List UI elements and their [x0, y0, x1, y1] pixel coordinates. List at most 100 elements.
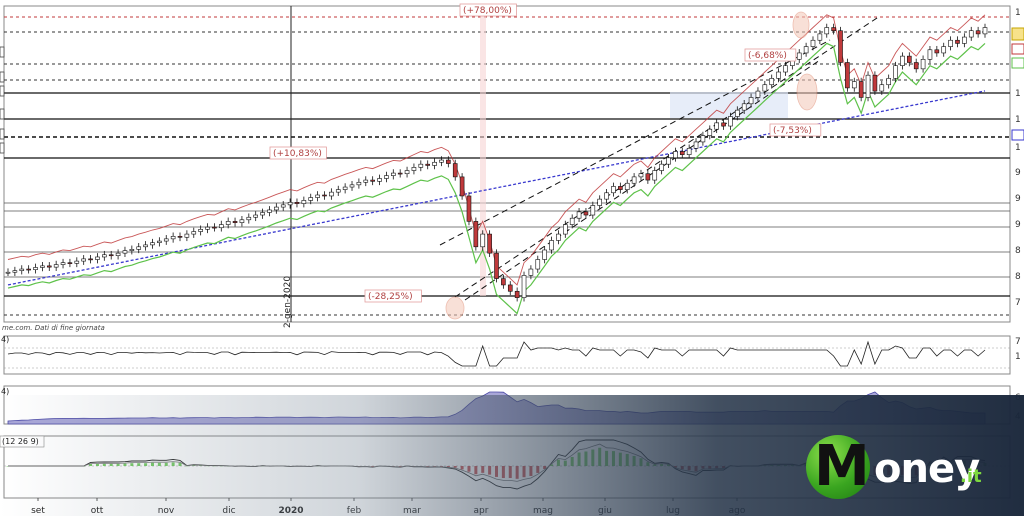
left-tick-box	[0, 46, 5, 58]
x-tick-label: ago	[729, 506, 746, 516]
annotation-label: (-7,53%)	[773, 126, 812, 136]
candle-body	[363, 179, 369, 183]
macd-histogram-bar	[130, 463, 134, 466]
macd-histogram-bar	[556, 459, 560, 466]
pullback-marker	[796, 73, 818, 111]
left-tick-box	[0, 71, 5, 83]
candle-body	[356, 181, 362, 186]
candle-body	[762, 84, 768, 92]
macd-histogram-bar	[501, 466, 505, 478]
macd-histogram-bar	[123, 463, 127, 466]
x-tick-label: giu	[598, 506, 612, 516]
date-marker-label: 2-gen-2020	[283, 276, 293, 328]
x-tick-label: apr	[474, 506, 489, 516]
candle-body	[913, 62, 919, 70]
candle-body	[968, 30, 974, 38]
channel-mid	[439, 39, 831, 246]
candle-body	[955, 39, 960, 44]
annotation-label: (+10,83%)	[273, 149, 322, 159]
candle-body	[927, 49, 933, 60]
candle-body	[466, 195, 472, 222]
candle-body	[535, 259, 541, 270]
logo-m-letter: M	[814, 434, 870, 499]
candle-body	[735, 109, 740, 117]
candle-body	[191, 231, 197, 235]
channel-lower	[464, 59, 821, 301]
candle-body	[817, 33, 823, 41]
panel-label: 4)	[1, 387, 9, 396]
candle-body	[81, 258, 86, 262]
candle-body	[783, 65, 788, 73]
candle-body	[700, 135, 706, 143]
money-logo: M oney .it	[800, 432, 990, 502]
left-tick-box	[0, 142, 5, 154]
x-tick-label: set	[31, 506, 45, 516]
y-tick-label: 8	[1015, 246, 1021, 256]
candle-body	[507, 284, 513, 292]
candle-body	[556, 233, 561, 241]
left-tick-box	[0, 108, 5, 120]
candle-body	[528, 268, 534, 276]
candle-body	[377, 178, 382, 182]
x-tick-label: ott	[91, 506, 104, 516]
price-tag-resistance	[1011, 43, 1024, 55]
candle-body	[136, 246, 142, 250]
candle-body	[831, 27, 836, 32]
candle-body	[342, 186, 348, 190]
x-tick-label: nov	[158, 506, 175, 516]
annotation-box	[459, 3, 517, 17]
candle-body	[879, 84, 885, 92]
candle-body	[335, 189, 341, 193]
y-tick-label: 4	[1015, 412, 1021, 422]
y-tick-label: 1	[1015, 8, 1021, 18]
candle-body	[679, 151, 685, 155]
candle-body	[521, 275, 527, 298]
candle-body	[865, 74, 871, 98]
candle-body	[452, 163, 458, 178]
candle-body	[611, 186, 616, 194]
candle-body	[480, 233, 486, 248]
macd-histogram-bar	[178, 462, 182, 466]
macd-histogram-bar	[715, 466, 719, 469]
candle-body	[796, 52, 802, 60]
x-tick-label: mar	[403, 506, 421, 516]
candle-body	[287, 202, 293, 206]
candle-body	[934, 49, 940, 54]
macd-histogram-bar	[157, 462, 161, 466]
candle-body	[459, 176, 465, 197]
candle-body	[638, 173, 644, 178]
y-tick-label: 9	[1015, 168, 1021, 178]
candle-body	[115, 252, 121, 256]
candle-body	[294, 202, 300, 204]
macd-histogram-bar	[508, 466, 512, 478]
channel-upper	[454, 15, 881, 298]
macd-histogram-bar	[460, 466, 464, 470]
x-tick-label: dic	[222, 506, 235, 516]
y-tick-label: 6	[1015, 393, 1021, 403]
candle-body	[225, 221, 231, 225]
candle-body	[604, 192, 609, 200]
macd-histogram-bar	[102, 463, 106, 466]
annotation-box	[744, 48, 797, 62]
macd-histogram-bar	[632, 456, 636, 466]
x-tick-label: feb	[347, 506, 362, 516]
macd-histogram-bar	[164, 462, 168, 466]
y-tick-label: 7	[1015, 337, 1021, 347]
macd-histogram-bar	[646, 462, 650, 466]
candle-body	[728, 116, 733, 127]
annotation-label: (-28,25%)	[368, 292, 413, 302]
macd-histogram-bar	[536, 466, 540, 473]
candle-body	[5, 271, 11, 274]
candle-body	[893, 65, 898, 79]
macd-histogram-bar	[701, 466, 705, 469]
candle-body	[872, 74, 878, 92]
logo-tld: .it	[960, 466, 982, 487]
macd-histogram-bar	[488, 466, 492, 475]
candle-body	[583, 211, 589, 216]
candle-body	[308, 197, 314, 201]
candle-body	[563, 224, 568, 235]
candle-body	[253, 214, 258, 218]
macd-histogram-bar	[474, 466, 478, 475]
candle-body	[170, 236, 176, 240]
candle-body	[514, 290, 520, 298]
